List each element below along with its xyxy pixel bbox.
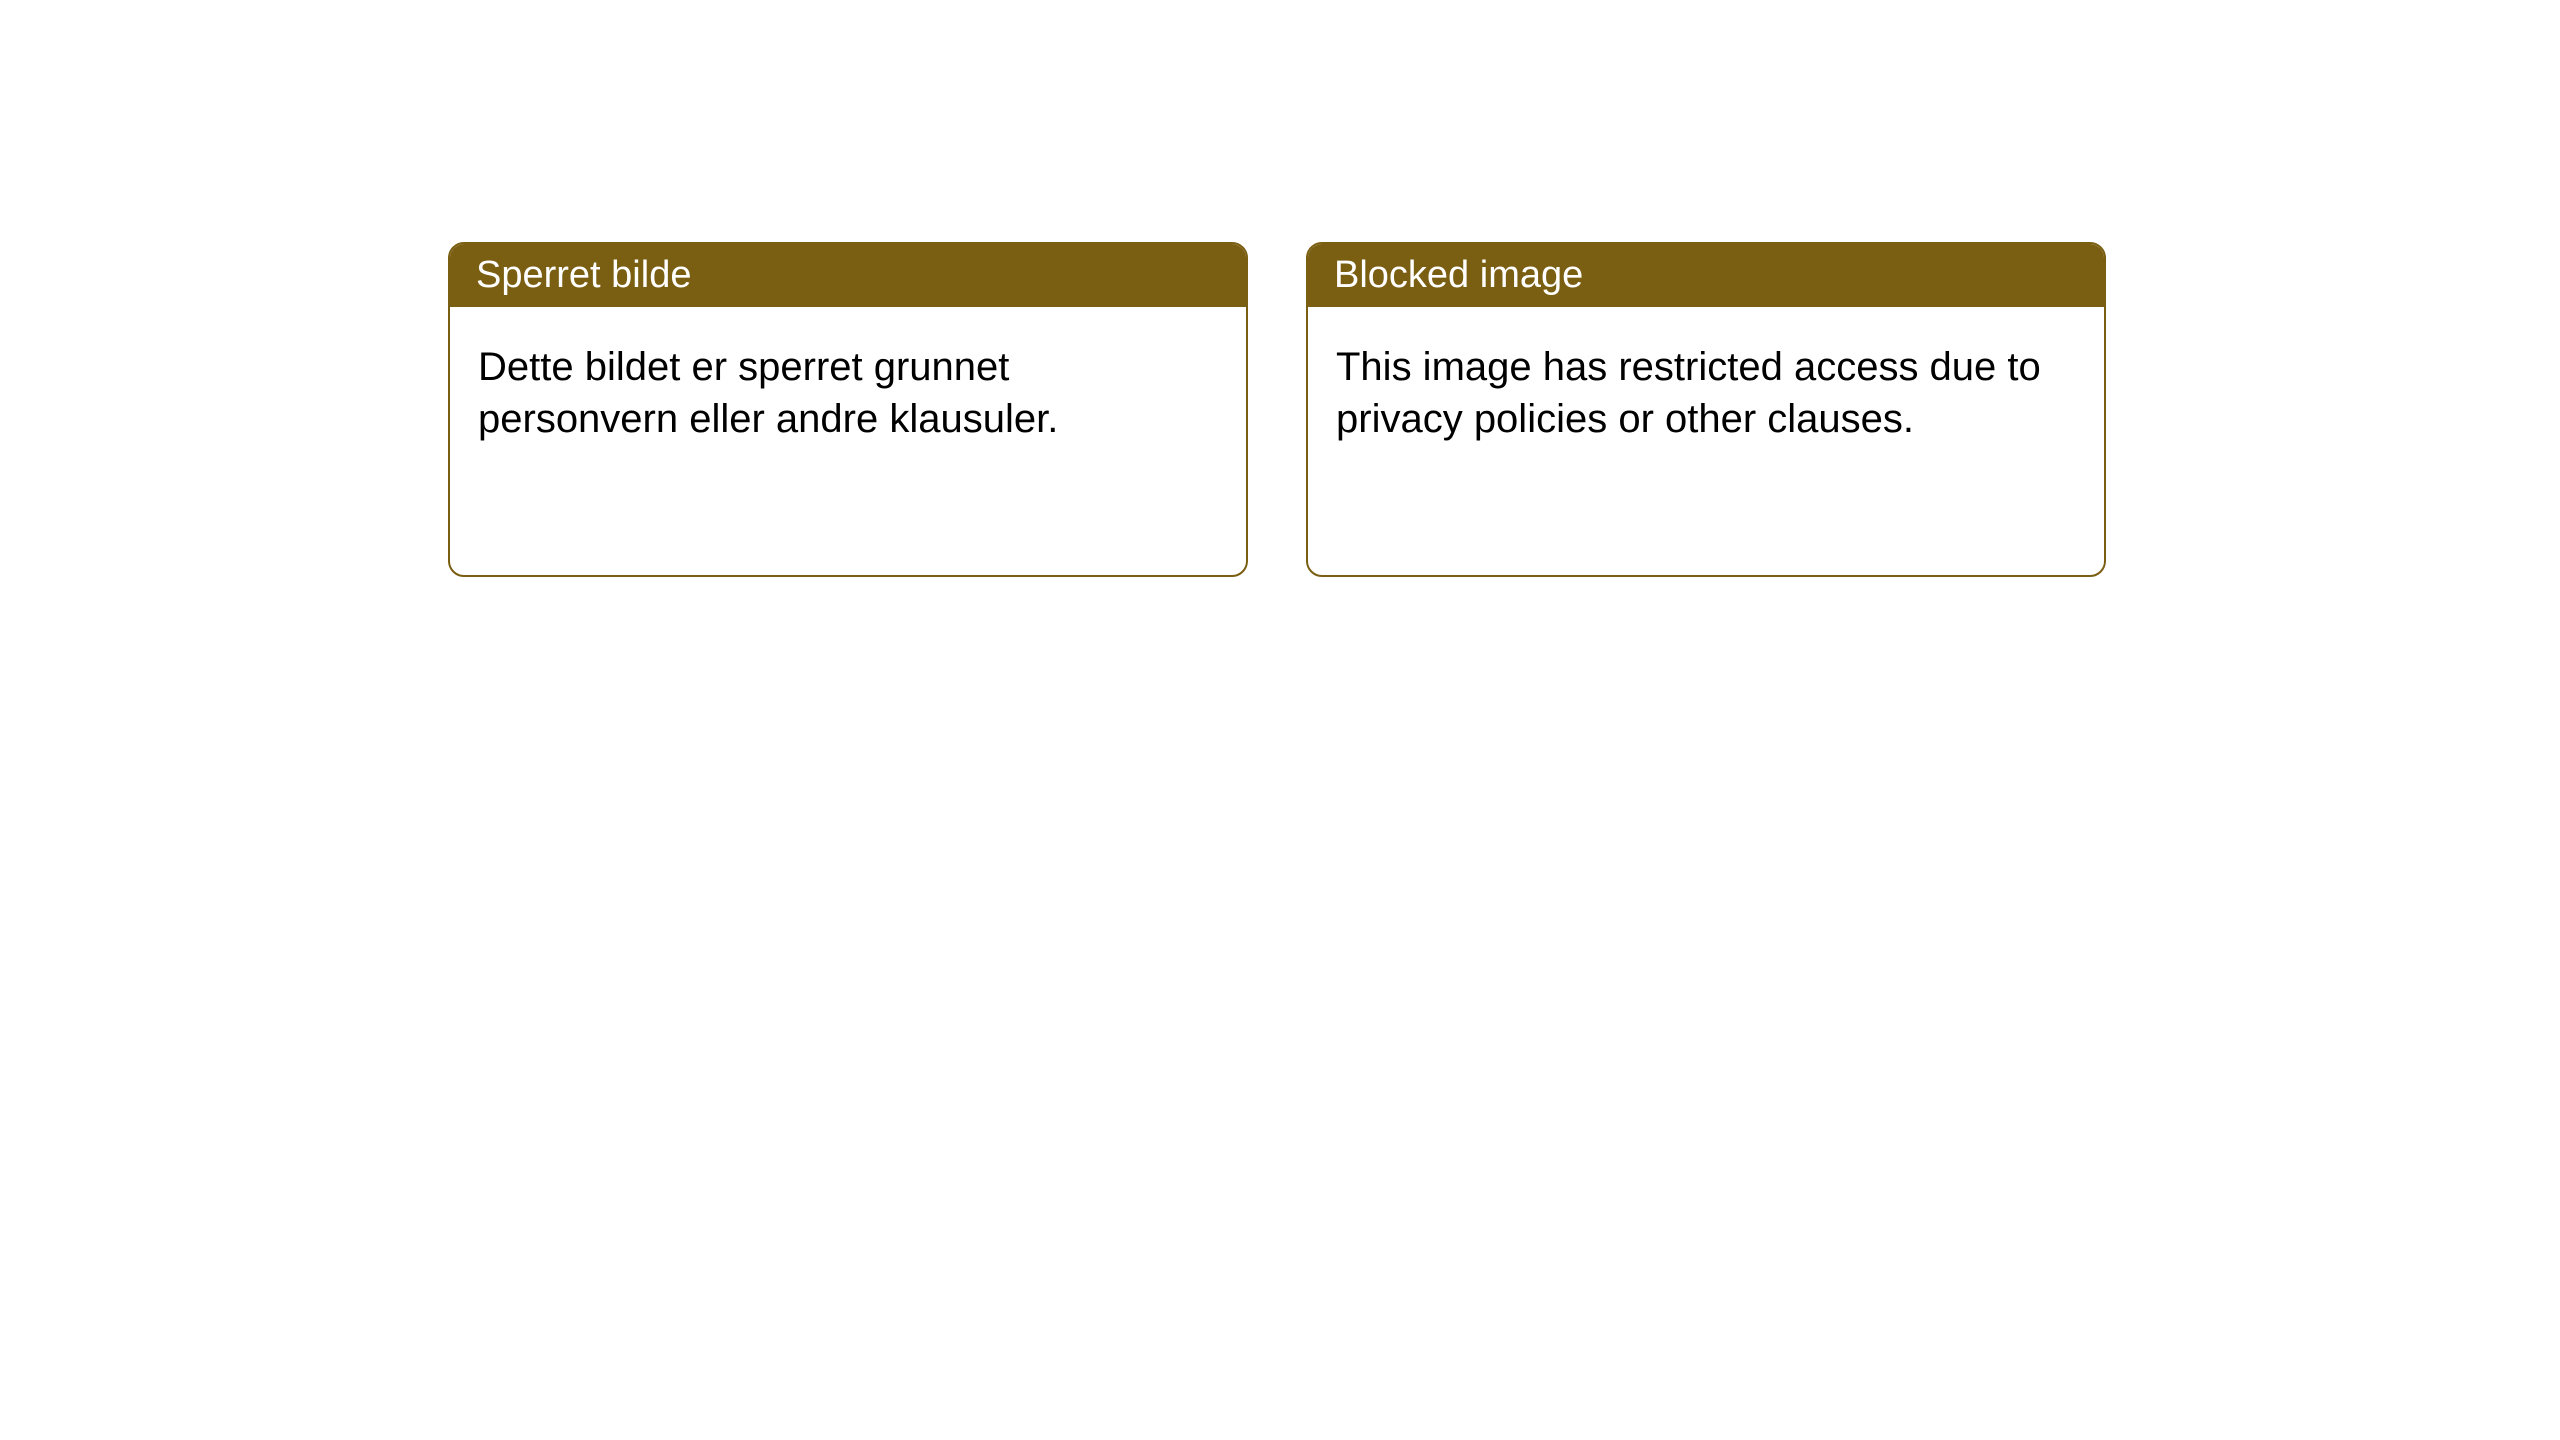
cards-container: Sperret bilde Dette bildet er sperret gr… (448, 242, 2106, 577)
card-body-text: This image has restricted access due to … (1308, 307, 2104, 479)
card-title: Sperret bilde (450, 244, 1246, 307)
notice-card-english: Blocked image This image has restricted … (1306, 242, 2106, 577)
card-title: Blocked image (1308, 244, 2104, 307)
card-body-text: Dette bildet er sperret grunnet personve… (450, 307, 1246, 479)
notice-card-norwegian: Sperret bilde Dette bildet er sperret gr… (448, 242, 1248, 577)
